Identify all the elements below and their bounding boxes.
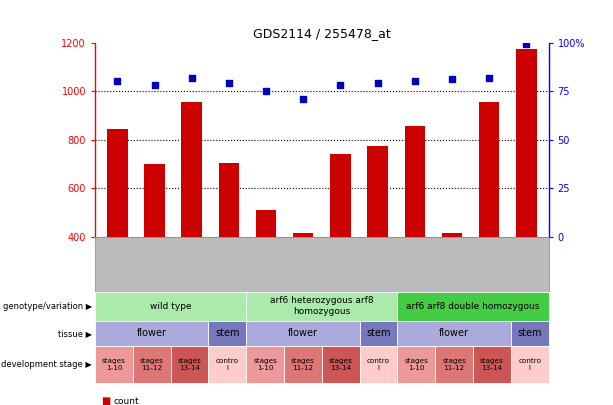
Text: stages
1-10: stages 1-10: [405, 358, 428, 371]
Text: genotype/variation ▶: genotype/variation ▶: [2, 302, 92, 311]
Bar: [181, 102, 202, 334]
Bar: [219, 163, 239, 334]
Text: stages
13-14: stages 13-14: [178, 358, 202, 371]
Bar: [293, 233, 313, 334]
Text: stages
11-12: stages 11-12: [291, 358, 315, 371]
Point: [410, 78, 420, 85]
Text: stages
11-12: stages 11-12: [140, 358, 164, 371]
Point: [187, 74, 197, 81]
Text: stages
13-14: stages 13-14: [480, 358, 504, 371]
Text: stages
1-10: stages 1-10: [102, 358, 126, 371]
Bar: [144, 164, 165, 334]
Text: stem: stem: [517, 328, 542, 338]
Text: stem: stem: [367, 328, 390, 338]
Point: [484, 74, 494, 81]
Point: [373, 80, 383, 87]
Point: [299, 96, 308, 102]
Point: [522, 41, 531, 48]
Point: [447, 76, 457, 83]
Bar: [442, 233, 462, 334]
Text: stages
1-10: stages 1-10: [253, 358, 277, 371]
Text: arf6 heterozygous arf8
homozygous: arf6 heterozygous arf8 homozygous: [270, 296, 374, 316]
Text: tissue ▶: tissue ▶: [58, 329, 92, 338]
Text: contro
l: contro l: [216, 358, 239, 371]
Bar: [107, 129, 128, 334]
Point: [112, 78, 122, 85]
Bar: [367, 146, 388, 334]
Bar: [256, 210, 276, 334]
Point: [335, 82, 345, 89]
Text: flower: flower: [288, 328, 318, 338]
Bar: [330, 154, 351, 334]
Text: stages
11-12: stages 11-12: [442, 358, 466, 371]
Text: count: count: [113, 397, 139, 405]
Title: GDS2114 / 255478_at: GDS2114 / 255478_at: [253, 27, 390, 40]
Text: stem: stem: [215, 328, 240, 338]
Text: development stage ▶: development stage ▶: [1, 360, 92, 369]
Point: [150, 82, 159, 89]
Text: wild type: wild type: [150, 302, 191, 311]
Text: contro
l: contro l: [518, 358, 541, 371]
Bar: [516, 49, 536, 334]
Text: flower: flower: [439, 328, 469, 338]
Point: [224, 80, 234, 87]
Bar: [405, 126, 425, 334]
Text: flower: flower: [137, 328, 167, 338]
Bar: [479, 102, 500, 334]
Point: [261, 88, 271, 94]
Text: arf6 arf8 double homozygous: arf6 arf8 double homozygous: [406, 302, 539, 311]
Text: contro
l: contro l: [367, 358, 390, 371]
Text: stages
13-14: stages 13-14: [329, 358, 352, 371]
Text: ■: ■: [101, 396, 110, 405]
